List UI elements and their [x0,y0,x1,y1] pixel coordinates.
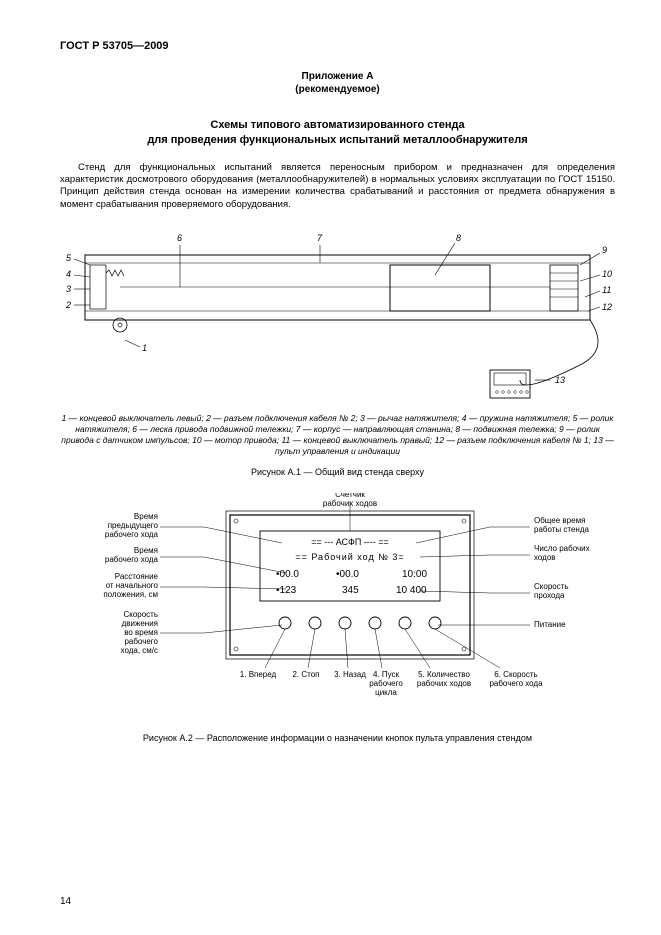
r1a: Общее время [534,516,585,525]
callout-10: 10 [602,269,612,279]
svg-text:Общее времяработы стенда: Общее времяработы стенда [534,516,590,534]
r3b: прохода [534,591,565,600]
b3: 3. Назад [334,670,366,679]
l4c: во время [124,628,158,637]
callout-12: 12 [602,302,612,312]
callout-6: 6 [177,233,182,243]
l4d: рабочего [124,637,158,646]
callout-4: 4 [66,269,71,279]
lcd-r4l: •123 [276,585,297,596]
l4b: движения [122,619,158,628]
callout-5: 5 [66,253,72,263]
figure-a2: == --- АСФП ---- == == Рабочий ход № 3= … [60,493,615,723]
appendix-label: Приложение А [60,70,615,83]
lcd-r3m: •00.0 [336,569,359,580]
b5b: рабочих ходов [417,679,471,688]
title-line-2: для проведения функциональных испытаний … [147,134,527,146]
figure-a1: 5 4 3 2 1 6 7 8 9 10 11 12 13 [60,225,615,405]
r4: Питание [534,620,566,629]
callout-2: 2 [65,300,71,310]
l4a: Скорость [123,610,158,619]
l3a: Расстояние [115,572,159,581]
lcd-r3r: 10:00 [402,569,427,580]
b2: 2. Стоп [292,670,319,679]
svg-text:Число рабочихходов: Число рабочихходов [534,544,590,562]
figure-a2-caption: Рисунок А.2 — Расположение информации о … [60,733,615,743]
b4b: рабочего [369,679,403,688]
callout-11: 11 [602,285,611,295]
figure-a1-legend: 1 — концевой выключатель левый; 2 — разъ… [60,413,615,457]
topb: рабочих ходов [323,499,377,508]
b4a: 4. Пуск [373,670,400,679]
lcd-r4r: 10 400 [396,585,427,596]
svg-text:Расстояниеот начальногоположен: Расстояниеот начальногоположения, см [103,572,158,599]
l1c: рабочего хода [105,530,159,539]
l2a: Время [134,546,158,555]
section-title: Схемы типового автоматизированного стенд… [60,118,615,148]
r1b: работы стенда [534,525,590,534]
intro-paragraph: Стенд для функциональных испытаний являе… [60,162,615,211]
l3c: положения, см [103,590,158,599]
callout-9: 9 [602,245,607,255]
b6b: рабочего хода [489,679,543,688]
b6a: 6. Скорость [494,670,537,679]
figure-a1-svg: 5 4 3 2 1 6 7 8 9 10 11 12 13 [60,225,615,405]
r2a: Число рабочих [534,544,590,553]
svg-text:Скоростьпрохода: Скоростьпрохода [534,582,569,600]
l3b: от начального [106,581,159,590]
svg-text:Времярабочего хода: Времярабочего хода [105,546,159,564]
figure-a1-caption: Рисунок А.1 — Общий вид стенда сверху [60,467,615,477]
lcd-r4m: 345 [342,585,359,596]
appendix-note: (рекомендуемое) [60,83,615,96]
callout-13: 13 [555,375,565,385]
callout-7: 7 [317,233,323,243]
b1: 1. Вперед [240,670,277,679]
l1b: предыдущего [108,521,159,530]
svg-text:5. Количестворабочих ходов: 5. Количестворабочих ходов [417,670,471,688]
callout-8: 8 [456,233,461,243]
r3a: Скорость [534,582,569,591]
svg-text:6. Скоростьрабочего хода: 6. Скоростьрабочего хода [489,670,543,688]
svg-text:Скоростьдвиженияво времярабоче: Скоростьдвиженияво времярабочегохода, см… [121,610,159,655]
l1a: Время [134,512,158,521]
b4c: цикла [375,688,397,697]
l2b: рабочего хода [105,555,159,564]
svg-text:4. Пускрабочегоцикла: 4. Пускрабочегоцикла [369,670,403,697]
lcd-row2: == Рабочий ход № 3= [295,552,404,562]
figure-a2-svg: == --- АСФП ---- == == Рабочий ход № 3= … [60,493,615,723]
b5a: 5. Количество [418,670,470,679]
page-number: 14 [60,896,71,907]
callout-1: 1 [142,343,147,353]
title-line-1: Схемы типового автоматизированного стенд… [210,119,464,131]
lcd-row1: == --- АСФП ---- == [311,537,389,547]
lcd-r3l: •00.0 [276,569,299,580]
r2b: ходов [534,553,556,562]
svg-text:Времяпредыдущегорабочего хода: Времяпредыдущегорабочего хода [105,512,159,539]
callout-3: 3 [66,284,71,294]
document-id: ГОСТ Р 53705—2009 [60,40,615,52]
l4e: хода, см/с [121,646,158,655]
